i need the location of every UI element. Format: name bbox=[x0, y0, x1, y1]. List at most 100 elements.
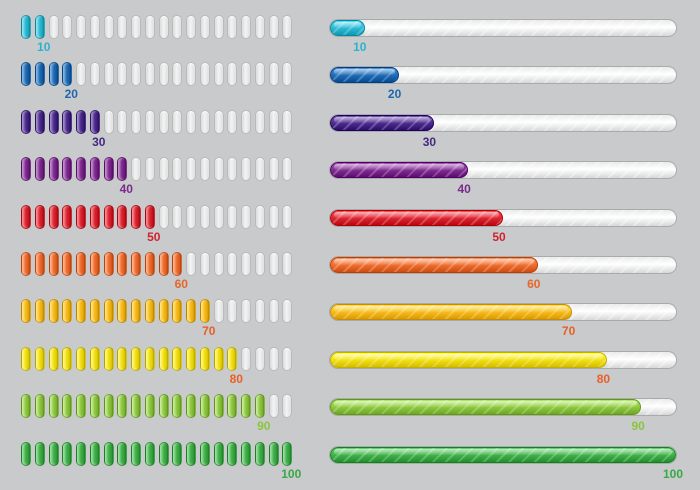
bar-percent-label: 30 bbox=[422, 134, 437, 149]
segment-empty bbox=[103, 109, 114, 134]
segment-filled bbox=[89, 346, 100, 371]
segment-filled bbox=[227, 441, 238, 466]
segment-filled bbox=[186, 346, 196, 371]
segment-filled bbox=[158, 299, 169, 324]
segment-empty bbox=[213, 157, 224, 182]
segment-empty bbox=[282, 109, 293, 134]
segment-empty bbox=[268, 299, 279, 324]
segment-empty bbox=[199, 15, 210, 39]
segment-empty bbox=[241, 157, 251, 182]
fill-gloss bbox=[334, 116, 430, 123]
segment-filled bbox=[21, 252, 31, 276]
segment-empty bbox=[213, 109, 224, 134]
bar-percent-label: 50 bbox=[492, 229, 506, 244]
segmented-percent-label: 70 bbox=[202, 324, 216, 339]
track-stripes bbox=[330, 67, 676, 84]
segment-filled bbox=[76, 299, 86, 324]
segment-empty bbox=[241, 252, 251, 276]
segment-filled bbox=[199, 299, 210, 324]
segment-filled bbox=[241, 441, 251, 466]
segment-filled bbox=[48, 204, 59, 229]
segment-empty bbox=[76, 62, 86, 87]
segment-empty bbox=[282, 346, 293, 371]
segment-empty bbox=[186, 109, 196, 134]
segment-empty bbox=[254, 15, 265, 39]
segment-filled bbox=[213, 346, 224, 371]
segment-empty bbox=[282, 15, 293, 39]
segment-filled bbox=[144, 394, 155, 419]
segment-empty bbox=[268, 252, 279, 276]
segment-empty bbox=[241, 109, 251, 134]
segment-filled bbox=[117, 441, 128, 466]
segment-empty bbox=[172, 157, 183, 182]
segment-filled bbox=[76, 157, 86, 182]
segment-filled bbox=[48, 441, 59, 466]
segment-empty bbox=[117, 62, 128, 87]
segment-filled bbox=[48, 346, 59, 371]
segmented-progress-indicator bbox=[21, 62, 296, 87]
segment-filled bbox=[144, 299, 155, 324]
segment-filled bbox=[103, 157, 114, 182]
segment-empty bbox=[131, 62, 141, 87]
progress-bar-fill bbox=[330, 162, 469, 179]
segmented-progress-indicator bbox=[21, 109, 296, 134]
segment-empty bbox=[268, 62, 279, 87]
progress-bar-track bbox=[329, 113, 677, 132]
progress-bar-track bbox=[329, 398, 677, 417]
segment-filled bbox=[34, 109, 45, 134]
segment-filled bbox=[282, 441, 293, 466]
segment-filled bbox=[131, 441, 141, 466]
segment-filled bbox=[21, 62, 31, 87]
segment-filled bbox=[144, 441, 155, 466]
segment-filled bbox=[34, 441, 45, 466]
fill-gloss bbox=[334, 448, 672, 455]
segment-empty bbox=[241, 62, 251, 87]
segment-filled bbox=[117, 252, 128, 276]
segment-filled bbox=[21, 157, 31, 182]
segment-empty bbox=[172, 15, 183, 39]
progress-row-70: 70 70 bbox=[0, 297, 700, 345]
segment-empty bbox=[241, 346, 251, 371]
segment-filled bbox=[172, 441, 183, 466]
segmented-percent-label: 80 bbox=[229, 371, 243, 386]
segment-filled bbox=[89, 299, 100, 324]
segment-empty bbox=[158, 157, 169, 182]
progress-row-60: 60 60 bbox=[0, 250, 700, 298]
bar-percent-label: 100 bbox=[662, 466, 684, 481]
segment-filled bbox=[62, 394, 73, 419]
segment-empty bbox=[186, 62, 196, 87]
progress-row-50: 50 50 bbox=[0, 203, 700, 251]
segment-filled bbox=[103, 252, 114, 276]
segment-empty bbox=[158, 204, 169, 229]
segmented-progress-indicator bbox=[21, 441, 296, 466]
segment-filled bbox=[186, 441, 196, 466]
segment-filled bbox=[48, 299, 59, 324]
segmented-percent-label: 90 bbox=[257, 419, 271, 434]
segment-empty bbox=[172, 109, 183, 134]
segment-filled bbox=[158, 252, 169, 276]
fill-gloss bbox=[334, 211, 499, 218]
progress-bar-fill bbox=[330, 304, 573, 321]
segment-filled bbox=[89, 157, 100, 182]
segment-empty bbox=[172, 62, 183, 87]
segment-filled bbox=[62, 109, 73, 134]
segment-empty bbox=[158, 62, 169, 87]
segment-filled bbox=[213, 441, 224, 466]
segment-filled bbox=[34, 157, 45, 182]
segmented-percent-label: 20 bbox=[64, 87, 78, 102]
segment-filled bbox=[21, 15, 31, 39]
progress-bar-track bbox=[329, 208, 677, 227]
segment-filled bbox=[21, 204, 31, 229]
segment-filled bbox=[158, 441, 169, 466]
segmented-percent-label: 50 bbox=[147, 229, 161, 244]
segment-filled bbox=[172, 252, 183, 276]
segment-filled bbox=[34, 299, 45, 324]
segment-empty bbox=[199, 109, 210, 134]
segment-empty bbox=[241, 204, 251, 229]
fill-gloss bbox=[334, 69, 396, 76]
segment-filled bbox=[199, 441, 210, 466]
segment-empty bbox=[254, 252, 265, 276]
bar-percent-label: 60 bbox=[527, 277, 541, 291]
segment-filled bbox=[48, 109, 59, 134]
progress-bar-track bbox=[329, 303, 677, 322]
